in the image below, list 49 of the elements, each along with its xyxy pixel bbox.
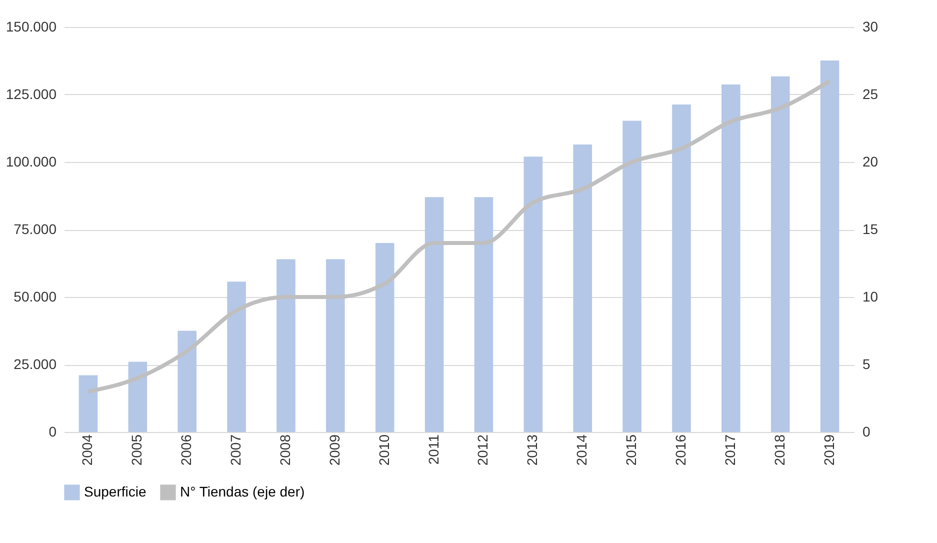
bar (622, 120, 642, 432)
y2-tick-label: 30 (862, 18, 878, 34)
y2-tick-label: 5 (862, 356, 870, 372)
bar (128, 362, 148, 432)
y-tick-label: 50.000 (14, 288, 57, 304)
y-tick-label: 25.000 (14, 356, 57, 372)
bar (227, 282, 246, 432)
bar (524, 156, 543, 432)
bar (672, 104, 691, 432)
line-series (86, 79, 832, 394)
x-tick-label: 2015 (623, 434, 640, 466)
x-tick-label: 2012 (474, 434, 491, 466)
legend-label: N° Tiendas (eje der) (180, 483, 305, 500)
bar (276, 259, 296, 432)
y2-tick-label: 0 (862, 424, 870, 440)
x-tick-label: 2016 (672, 434, 688, 466)
x-tick-label: 2017 (722, 434, 738, 466)
x-tick-label: 2005 (128, 434, 145, 466)
bar (326, 259, 345, 432)
x-tick-label: 2007 (228, 434, 244, 466)
y-tick-label: 0 (48, 424, 57, 440)
x-tick-label: 2009 (326, 434, 342, 466)
y-tick-label: 150.000 (6, 18, 57, 34)
x-tick-label: 2008 (276, 434, 293, 466)
bar (178, 330, 196, 432)
y2-tick-label: 15 (862, 221, 878, 237)
y-tick-label: 75.000 (14, 221, 57, 237)
x-tick-label: 2018 (771, 434, 788, 466)
bar (820, 60, 840, 432)
y-tick-label: 125.000 (6, 86, 57, 102)
y2-tick-label: 10 (862, 288, 878, 304)
x-tick-label: 2014 (574, 434, 590, 466)
bar (722, 84, 740, 432)
bar (770, 76, 790, 432)
x-tick-label: 2006 (178, 434, 194, 466)
x-tick-label: 2004 (79, 434, 96, 466)
legend-label: Superficie (84, 483, 146, 500)
x-tick-label: 2013 (524, 434, 540, 466)
bar (474, 197, 494, 432)
x-tick-label: 2019 (820, 434, 837, 466)
bar (573, 144, 592, 432)
x-tick-label: 2011 (425, 434, 442, 465)
bar (78, 375, 98, 432)
bar (424, 197, 444, 432)
y2-tick-label: 25 (862, 86, 878, 102)
y-tick-label: 100.000 (6, 154, 57, 170)
x-tick-label: 2010 (376, 434, 392, 466)
y2-tick-label: 20 (862, 154, 878, 170)
bar (375, 243, 394, 432)
